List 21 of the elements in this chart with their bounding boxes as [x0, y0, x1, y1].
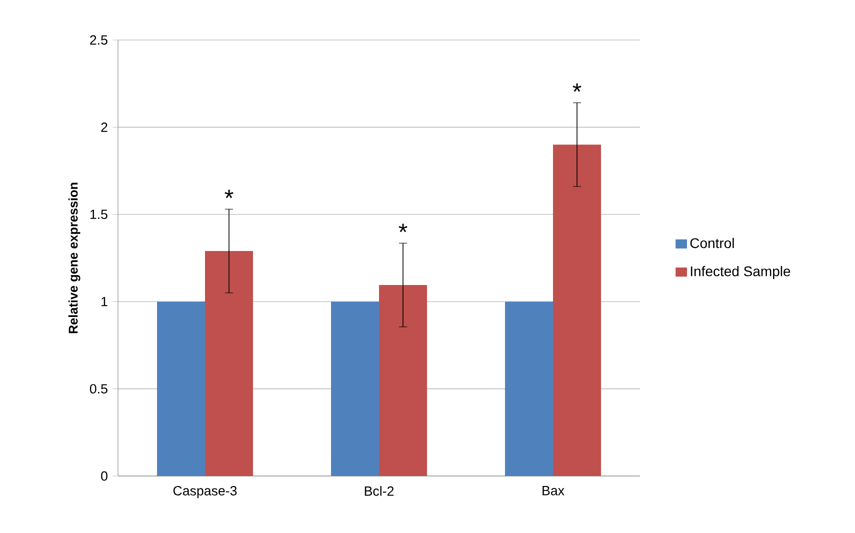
y-tick-label: 1.5	[90, 210, 108, 220]
legend-label: Infected Sample	[690, 266, 790, 280]
x-tick-label: Bax	[542, 486, 564, 496]
y-tick-label: 1	[102, 297, 108, 306]
bar	[205, 251, 254, 476]
bar	[553, 144, 602, 476]
y-tick-label: 0	[101, 471, 108, 481]
bar	[379, 285, 428, 476]
legend-label: Control	[690, 238, 734, 248]
x-tick-label: Caspase-3	[173, 486, 237, 498]
y-tick-label: 2	[101, 122, 108, 132]
annotation: *	[224, 190, 234, 198]
y-tick-label: 0.5	[90, 384, 108, 394]
bar	[157, 302, 206, 476]
y-tick-label: 2.5	[90, 35, 108, 45]
x-tick-label: Bcl-2	[364, 486, 394, 496]
y-axis-title: Relative gene expression	[68, 182, 80, 334]
annotation: *	[398, 224, 408, 232]
bar	[331, 302, 380, 476]
bar	[505, 302, 554, 476]
annotation: *	[572, 83, 582, 92]
